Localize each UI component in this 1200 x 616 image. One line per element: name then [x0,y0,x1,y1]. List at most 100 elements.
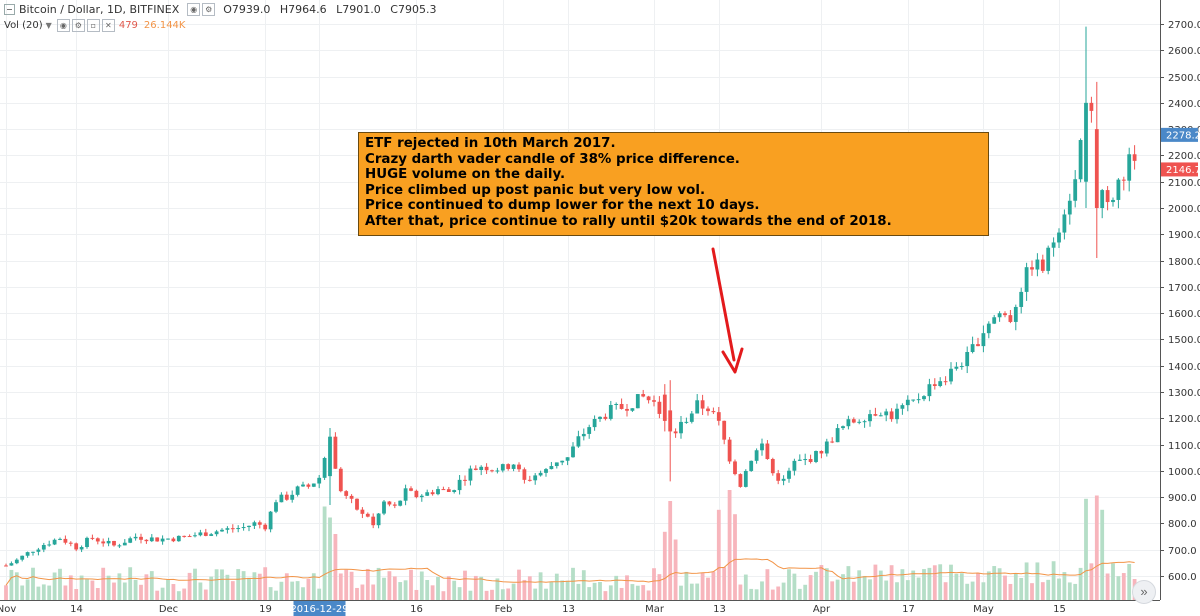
volume-value: 479 [118,20,138,31]
candle-body [220,529,224,532]
volume-bar [90,580,95,600]
volume-bar [900,569,905,600]
volume-bar [479,576,484,600]
settings-icon[interactable]: ⚙ [202,3,216,16]
volume-bar [220,569,224,600]
candle-body [776,473,781,481]
more-icon[interactable]: ▫ [86,19,100,32]
scroll-to-latest-button[interactable]: » [1132,580,1156,604]
candle-body [284,494,289,500]
volume-bar [344,569,349,600]
volume-bar [830,581,835,600]
annotation-line: Crazy darth vader candle of 38% price di… [365,151,740,167]
candle-body [500,464,505,471]
volume-bar [549,581,554,600]
candle-body [797,459,802,461]
volume-bar [1003,575,1007,600]
volume-bar [781,582,786,600]
volume-bar [792,573,797,600]
candle-body [1078,140,1083,180]
volume-bar [155,590,160,600]
candle-body [166,538,170,540]
volume-bar [916,577,921,600]
candle-body [139,536,143,540]
candle-body [511,464,516,469]
x-tick-label: Nov [0,604,16,615]
candle-body [25,552,30,556]
annotation-line: Price climbed up post panic but very low… [365,182,706,198]
volume-bar [1051,561,1056,600]
volume-bar [20,585,25,600]
volume-bar [657,574,662,600]
collapse-icon[interactable] [4,4,15,15]
candle-body [1013,306,1018,322]
x-tick-label: Apr [813,604,831,615]
volume-bar [976,573,980,600]
candle-body [203,532,208,536]
y-tick-label: 600.0 [1168,572,1197,583]
annotation-line: HUGE volume on the daily. [365,167,566,182]
visibility-icon[interactable]: ◉ [187,3,201,16]
volume-bar [463,570,467,600]
candle-body [279,494,284,503]
volume-bar [1008,583,1013,600]
time-axis[interactable]: Nov 14 Dec 19 2016-12-29 16 Feb 13 Mar 13 Apr 17 May… [0,600,1160,616]
candle-body [365,513,370,517]
candle-body [657,401,662,414]
volume-bar [625,575,629,600]
volume-bar [198,582,203,600]
candle-body [1089,102,1094,111]
candle-body [214,531,219,535]
volume-bar [943,582,948,600]
volume-bar [436,577,440,600]
volume-bar [938,564,943,600]
candle-body [441,489,446,491]
candle-body [851,419,856,423]
close-icon[interactable]: ✕ [101,19,115,32]
candle-body [376,513,381,526]
volume-bar [819,565,824,600]
volume-bar [101,567,106,600]
candle-body [452,490,457,492]
candle-body [743,470,748,487]
candle-body [387,501,392,505]
candle-body [230,528,235,530]
volume-bar [1057,578,1061,600]
y-tick-label: 1600.0 [1168,309,1200,320]
symbol-legend-row: Bitcoin / Dollar, 1D, BITFINEX ◉ ⚙ O7939… [4,3,442,16]
candle-body [430,492,435,495]
y-tick-label: 1100.0 [1168,441,1200,452]
volume-bar [52,572,57,600]
volume-bar [533,588,538,600]
volume-bar [517,569,521,600]
candle-body [468,468,473,481]
candle-body [176,535,181,542]
candle-body [630,408,635,411]
volume-bar [711,571,716,600]
y-tick-label: 1800.0 [1168,257,1200,268]
visibility-icon[interactable]: ◉ [56,19,70,32]
candle-body [754,450,759,461]
volume-bar [884,580,889,600]
volume-bar [160,587,165,600]
annotation-box[interactable]: ETF rejected in 10th March 2017. Crazy d… [358,132,989,236]
candlesticks [4,26,1137,567]
candle-body [986,323,991,334]
candle-body [727,439,732,462]
volume-bar [295,581,300,600]
volume-bar [851,581,856,600]
volume-bar [1040,582,1045,600]
settings-icon[interactable]: ⚙ [71,19,85,32]
candle-body [473,468,478,470]
volume-bar [122,582,127,600]
candle-body [646,396,651,401]
candle-body [31,551,35,553]
volume-bar [328,517,332,600]
chevron-down-icon[interactable]: ▼ [45,21,52,30]
candle-body [873,414,878,416]
volume-bar [414,589,419,600]
price-axis[interactable]: 600.0 700.0 800.0 900.0 1000.0 1100.0 1200.0 13… [1160,0,1200,616]
volume-bar [311,573,316,600]
candle-body [819,450,824,454]
